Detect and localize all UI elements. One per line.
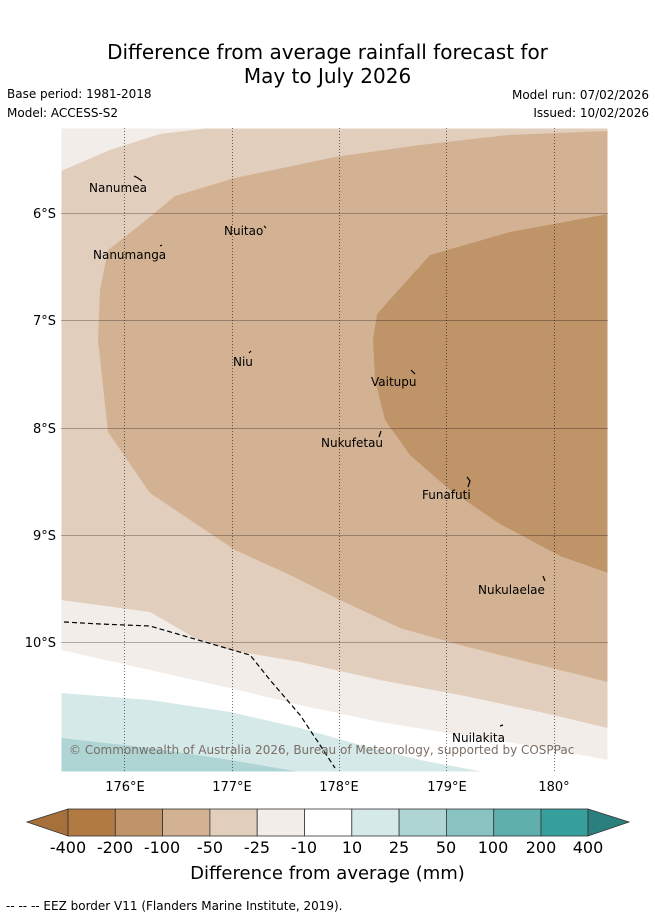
colorbar-swatch-100-50 bbox=[162, 808, 211, 837]
lon-label-178e: 178°E bbox=[319, 780, 359, 795]
colorbar-label-6: -10 bbox=[290, 838, 318, 857]
lat-label-9s: 9°S bbox=[33, 529, 56, 544]
island-shapes bbox=[133, 175, 546, 727]
island-label-vaitupu: Vaitupu bbox=[371, 375, 417, 389]
colorbar-label-2: -200 bbox=[96, 838, 134, 857]
island-label-nuitao: Nuitao bbox=[224, 224, 263, 238]
island-shape-funafuti bbox=[466, 476, 471, 488]
band-wet-25-50 bbox=[61, 738, 300, 772]
title-line-2: May to July 2026 bbox=[243, 64, 412, 88]
island-label-nukufetau: Nukufetau bbox=[321, 436, 383, 450]
island-label-funafuti: Funafuti bbox=[422, 488, 471, 502]
colorbar-swatch-400-200 bbox=[67, 808, 116, 837]
colorbar-swatch-neutral bbox=[304, 808, 353, 837]
island-labels: Nanumea Nuitao Nanumanga Niu Vaitupu Nuk… bbox=[89, 181, 545, 745]
island-shape-nanumanga bbox=[159, 244, 163, 247]
colorbar-label-10: 100 bbox=[477, 838, 509, 857]
colorbar-swatch-25-50 bbox=[398, 808, 447, 837]
title-line-1: Difference from average rainfall forecas… bbox=[107, 40, 548, 64]
colorbar-label-3: -100 bbox=[143, 838, 181, 857]
copyright-notice: © Commonwealth of Australia 2026, Bureau… bbox=[69, 743, 574, 757]
lon-label-176e: 176°E bbox=[105, 780, 145, 795]
island-shape-nukulaelae bbox=[542, 575, 546, 582]
lat-gridlines bbox=[61, 213, 608, 643]
island-shape-nuilakita bbox=[499, 724, 504, 727]
colorbar-swatch-10-25 bbox=[351, 808, 400, 837]
lon-label-177e: 177°E bbox=[212, 780, 252, 795]
base-period: Base period: 1981-2018 bbox=[7, 87, 152, 101]
eez-border-line bbox=[63, 621, 336, 769]
island-label-nuilakita: Nuilakita bbox=[452, 731, 505, 745]
colorbar-swatch-25-10 bbox=[256, 808, 305, 837]
colorbar-swatch-100-200 bbox=[493, 808, 542, 837]
eez-footnote: -- -- -- EEZ border V11 (Flanders Marine… bbox=[6, 899, 343, 913]
colorbar-swatch-200-100 bbox=[114, 808, 164, 837]
chart-title: Difference from average rainfall forecas… bbox=[0, 40, 655, 88]
colorbar-swatch-200-400 bbox=[540, 808, 589, 837]
map-frame bbox=[60, 127, 609, 773]
lat-label-10s: 10°S bbox=[25, 636, 56, 651]
island-label-nanumea: Nanumea bbox=[89, 181, 147, 195]
colorbar-label-1: -400 bbox=[49, 838, 87, 857]
colorbar-label-5: -25 bbox=[243, 838, 271, 857]
colorbar-label-4: -50 bbox=[196, 838, 224, 857]
colorbar-swatch-above-400 bbox=[587, 808, 631, 837]
island-label-nukulaelae: Nukulaelae bbox=[478, 583, 545, 597]
colorbar-label-12: 400 bbox=[572, 838, 604, 857]
map-area bbox=[61, 128, 608, 772]
lat-label-7s: 7°S bbox=[33, 314, 56, 329]
colorbar-label-8: 25 bbox=[388, 838, 410, 857]
colorbar-swatch-50-100 bbox=[445, 808, 495, 837]
island-label-nanumanga: Nanumanga bbox=[93, 248, 166, 262]
lon-label-179e: 179°E bbox=[427, 780, 467, 795]
longitude-labels: 176°E 177°E 178°E 179°E 180° bbox=[105, 780, 569, 795]
model-name: Model: ACCESS-S2 bbox=[7, 106, 119, 120]
colorbar bbox=[25, 808, 631, 837]
island-shape-niu bbox=[248, 350, 252, 354]
lon-label-180: 180° bbox=[538, 780, 569, 795]
lon-gridlines bbox=[124, 128, 555, 772]
issued-date: Issued: 10/02/2026 bbox=[533, 106, 649, 120]
island-shape-nanumea bbox=[133, 175, 143, 182]
colorbar-label-7: 10 bbox=[341, 838, 363, 857]
colorbar-label-11: 200 bbox=[525, 838, 557, 857]
colorbar-title: Difference from average (mm) bbox=[190, 863, 465, 884]
island-label-niu: Niu bbox=[233, 355, 253, 369]
island-shape-vaitupu bbox=[410, 369, 416, 375]
model-run: Model run: 07/02/2026 bbox=[511, 88, 649, 102]
island-shape-nukufetau bbox=[378, 430, 382, 438]
lat-label-8s: 8°S bbox=[33, 422, 56, 437]
band-dry-100-200 bbox=[373, 214, 608, 573]
island-shape-nuitao bbox=[263, 225, 267, 229]
lat-label-6s: 6°S bbox=[33, 207, 56, 222]
colorbar-swatch-below-400 bbox=[25, 808, 69, 837]
colorbar-swatch-50-25 bbox=[209, 808, 258, 837]
colorbar-label-9: 50 bbox=[435, 838, 457, 857]
latitude-labels: 6°S 7°S 8°S 9°S 10°S bbox=[25, 207, 56, 651]
